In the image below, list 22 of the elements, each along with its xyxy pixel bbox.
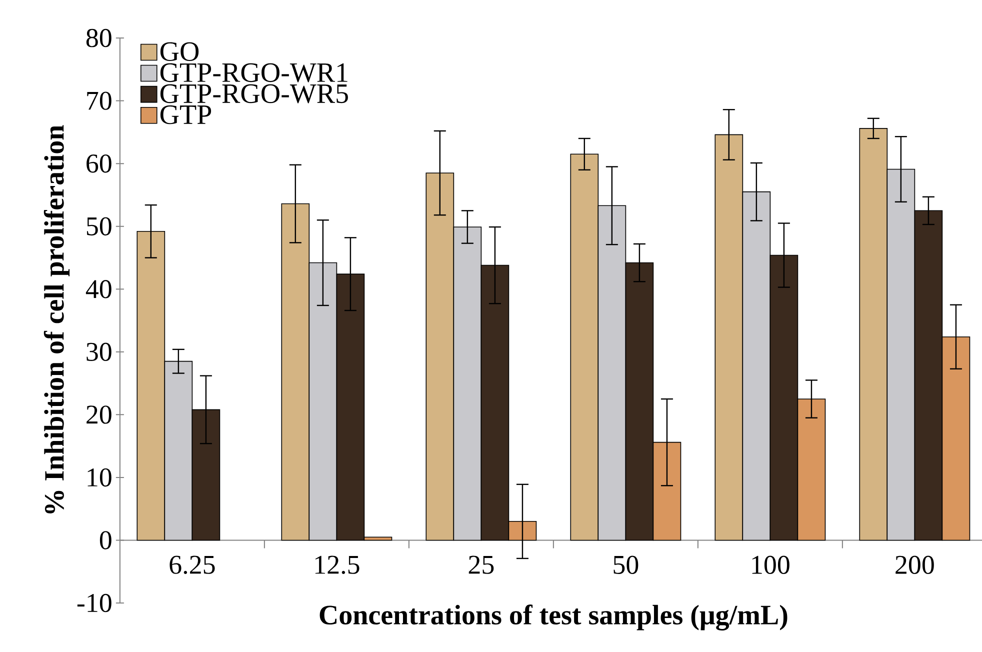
y-tick-label: 50 xyxy=(86,217,112,236)
y-axis-title: % Inhibition of cell proliferation xyxy=(44,125,70,514)
x-tick-label: 200 xyxy=(896,556,934,574)
x-axis-title: Concentrations of test samples (μg/mL) xyxy=(320,604,788,630)
y-tick-label: 70 xyxy=(87,92,112,110)
x-tick-label: 100 xyxy=(752,556,790,574)
legend-label: GTP xyxy=(160,105,212,124)
x-tick-label: 25 xyxy=(468,556,494,574)
y-tick-label: 10 xyxy=(88,468,112,487)
y-tick-label: -10 xyxy=(77,594,112,612)
y-tick-label: 60 xyxy=(86,154,112,173)
y-tick-label: 20 xyxy=(86,406,112,424)
x-tick-label: 12.5 xyxy=(315,556,360,574)
legend-label: GTP-RGO-WR5 xyxy=(160,84,348,104)
legend-label: GO xyxy=(160,42,199,62)
x-tick-label: 50 xyxy=(614,556,638,574)
y-tick-label: 0 xyxy=(100,531,112,550)
y-tick-label: 40 xyxy=(86,280,112,298)
y-tick-label: 80 xyxy=(86,28,112,48)
x-tick-label: 6.25 xyxy=(170,556,215,574)
y-tick-label: 30 xyxy=(86,342,112,362)
legend-label: GTP-RGO-WR1 xyxy=(160,63,348,82)
